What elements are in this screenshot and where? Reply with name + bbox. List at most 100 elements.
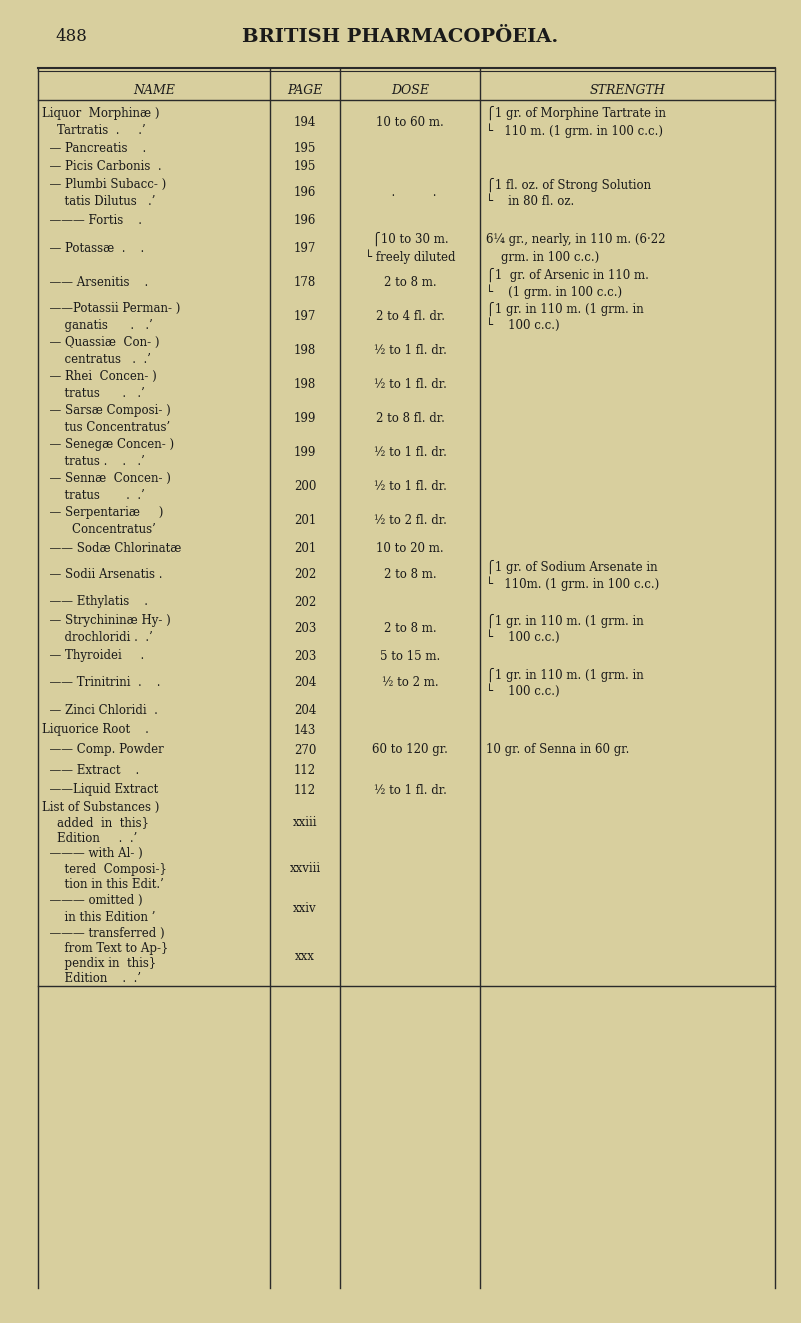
Text: Tartratis  .     .’: Tartratis . .’ [42, 124, 146, 138]
Text: ½ to 1 fl. dr.: ½ to 1 fl. dr. [373, 344, 446, 357]
Text: —— Arsenitis    .: —— Arsenitis . [42, 277, 148, 290]
Text: ⎧1 fl. oz. of Strong Solution: ⎧1 fl. oz. of Strong Solution [486, 177, 651, 192]
Text: xxviii: xxviii [289, 863, 320, 876]
Text: grm. in 100 c.c.): grm. in 100 c.c.) [486, 250, 599, 263]
Text: 10 gr. of Senna in 60 gr.: 10 gr. of Senna in 60 gr. [486, 744, 630, 757]
Text: tratus .    .   .’: tratus . . .’ [42, 455, 145, 468]
Text: tratus      .   .’: tratus . .’ [42, 388, 145, 400]
Text: 203: 203 [294, 650, 316, 663]
Text: BRITISH PHARMACOPÖEIA.: BRITISH PHARMACOPÖEIA. [242, 28, 558, 46]
Text: STRENGTH: STRENGTH [590, 83, 666, 97]
Text: 199: 199 [294, 446, 316, 459]
Text: 143: 143 [294, 724, 316, 737]
Text: xxiii: xxiii [292, 816, 317, 830]
Text: xxiv: xxiv [293, 902, 317, 916]
Text: 197: 197 [294, 311, 316, 324]
Text: centratus   .  .’: centratus . .’ [42, 353, 151, 366]
Text: Liquorice Root    .: Liquorice Root . [42, 724, 149, 737]
Text: Liquor  Morphinæ ): Liquor Morphinæ ) [42, 106, 159, 119]
Text: ½ to 2 m.: ½ to 2 m. [382, 676, 438, 689]
Text: tratus       .  .’: tratus . .’ [42, 490, 145, 501]
Text: tered  Composi-}: tered Composi-} [42, 863, 167, 876]
Text: ⎧10 to 30 m.: ⎧10 to 30 m. [372, 232, 449, 246]
Text: 202: 202 [294, 569, 316, 582]
Text: ——Liquid Extract: ——Liquid Extract [42, 783, 159, 796]
Text: 5 to 15 m.: 5 to 15 m. [380, 650, 440, 663]
Text: Edition     .  .’: Edition . .’ [42, 832, 138, 845]
Text: — Pancreatis    .: — Pancreatis . [42, 143, 147, 156]
Text: — Strychininæ Hy- ): — Strychininæ Hy- ) [42, 614, 171, 627]
Text: ⎧1 gr. in 110 m. (1 grm. in: ⎧1 gr. in 110 m. (1 grm. in [486, 667, 644, 681]
Text: 2 to 8 m.: 2 to 8 m. [384, 569, 437, 582]
Text: ⎧1 gr. of Morphine Tartrate in: ⎧1 gr. of Morphine Tartrate in [486, 106, 666, 120]
Text: 195: 195 [294, 143, 316, 156]
Text: 199: 199 [294, 413, 316, 426]
Text: drochloridi .  .’: drochloridi . .’ [42, 631, 153, 644]
Text: ⎧1 gr. of Sodium Arsenate in: ⎧1 gr. of Sodium Arsenate in [486, 560, 658, 574]
Text: 2 to 8 m.: 2 to 8 m. [384, 623, 437, 635]
Text: ganatis      .   .’: ganatis . .’ [42, 319, 153, 332]
Text: 198: 198 [294, 344, 316, 357]
Text: 2 to 8 fl. dr.: 2 to 8 fl. dr. [376, 413, 445, 426]
Text: Concentratus’: Concentratus’ [42, 523, 156, 536]
Text: ——Potassii Perman- ): ——Potassii Perman- ) [42, 302, 180, 315]
Text: └    100 c.c.): └ 100 c.c.) [486, 685, 560, 699]
Text: 10 to 60 m.: 10 to 60 m. [376, 115, 444, 128]
Text: └   110 m. (1 grm. in 100 c.c.): └ 110 m. (1 grm. in 100 c.c.) [486, 123, 663, 139]
Text: └    in 80 fl. oz.: └ in 80 fl. oz. [486, 194, 574, 208]
Text: ½ to 1 fl. dr.: ½ to 1 fl. dr. [373, 378, 446, 392]
Text: —— Extract    .: —— Extract . [42, 763, 139, 777]
Text: 198: 198 [294, 378, 316, 392]
Text: —— Comp. Powder: —— Comp. Powder [42, 744, 163, 757]
Text: 204: 204 [294, 704, 316, 717]
Text: 178: 178 [294, 277, 316, 290]
Text: — Plumbi Subacc- ): — Plumbi Subacc- ) [42, 179, 167, 191]
Text: 112: 112 [294, 763, 316, 777]
Text: in this Edition ’: in this Edition ’ [42, 912, 155, 923]
Text: ——— with Al- ): ——— with Al- ) [42, 847, 143, 860]
Text: List of Substances ): List of Substances ) [42, 802, 159, 814]
Text: ½ to 1 fl. dr.: ½ to 1 fl. dr. [373, 480, 446, 493]
Text: — Senegæ Concen- ): — Senegæ Concen- ) [42, 438, 174, 451]
Text: — Sennæ  Concen- ): — Sennæ Concen- ) [42, 472, 171, 486]
Text: tus Concentratus’: tus Concentratus’ [42, 421, 171, 434]
Text: 195: 195 [294, 160, 316, 173]
Text: — Thyroidei     .: — Thyroidei . [42, 650, 144, 663]
Text: └    100 c.c.): └ 100 c.c.) [486, 631, 560, 644]
Text: — Potassæ  .    .: — Potassæ . . [42, 242, 144, 254]
Text: 194: 194 [294, 115, 316, 128]
Text: 201: 201 [294, 515, 316, 528]
Text: 10 to 20 m.: 10 to 20 m. [376, 541, 444, 554]
Text: 2 to 8 m.: 2 to 8 m. [384, 277, 437, 290]
Text: 270: 270 [294, 744, 316, 757]
Text: PAGE: PAGE [288, 83, 323, 97]
Text: — Picis Carbonis  .: — Picis Carbonis . [42, 160, 162, 173]
Text: ⎧1  gr. of Arsenic in 110 m.: ⎧1 gr. of Arsenic in 110 m. [486, 267, 649, 282]
Text: tatis Dilutus   .’: tatis Dilutus .’ [42, 194, 155, 208]
Text: 60 to 120 gr.: 60 to 120 gr. [372, 744, 448, 757]
Text: 197: 197 [294, 242, 316, 254]
Text: ⎧1 gr. in 110 m. (1 grm. in: ⎧1 gr. in 110 m. (1 grm. in [486, 302, 644, 316]
Text: 2 to 4 fl. dr.: 2 to 4 fl. dr. [376, 311, 445, 324]
Text: .          .: . . [384, 187, 437, 200]
Text: — Serpentariæ     ): — Serpentariæ ) [42, 505, 163, 519]
Text: 202: 202 [294, 595, 316, 609]
Text: 6¼ gr., nearly, in 110 m. (6·22: 6¼ gr., nearly, in 110 m. (6·22 [486, 233, 666, 246]
Text: └   110m. (1 grm. in 100 c.c.): └ 110m. (1 grm. in 100 c.c.) [486, 577, 659, 591]
Text: NAME: NAME [133, 83, 175, 97]
Text: xxx: xxx [295, 950, 315, 963]
Text: ——— transferred ): ——— transferred ) [42, 927, 165, 941]
Text: 488: 488 [55, 28, 87, 45]
Text: —— Trinitrini  .    .: —— Trinitrini . . [42, 676, 160, 689]
Text: from Text to Ap-}: from Text to Ap-} [42, 942, 168, 955]
Text: ⎧1 gr. in 110 m. (1 grm. in: ⎧1 gr. in 110 m. (1 grm. in [486, 614, 644, 627]
Text: 196: 196 [294, 187, 316, 200]
Text: 204: 204 [294, 676, 316, 689]
Text: 203: 203 [294, 623, 316, 635]
Text: —— Ethylatis    .: —— Ethylatis . [42, 595, 148, 609]
Text: —— Sodæ Chlorinatæ: —— Sodæ Chlorinatæ [42, 541, 181, 554]
Text: ——— omitted ): ——— omitted ) [42, 894, 143, 908]
Text: — Sarsæ Composi- ): — Sarsæ Composi- ) [42, 404, 171, 417]
Text: added  in  this}: added in this} [42, 816, 149, 830]
Text: 200: 200 [294, 480, 316, 493]
